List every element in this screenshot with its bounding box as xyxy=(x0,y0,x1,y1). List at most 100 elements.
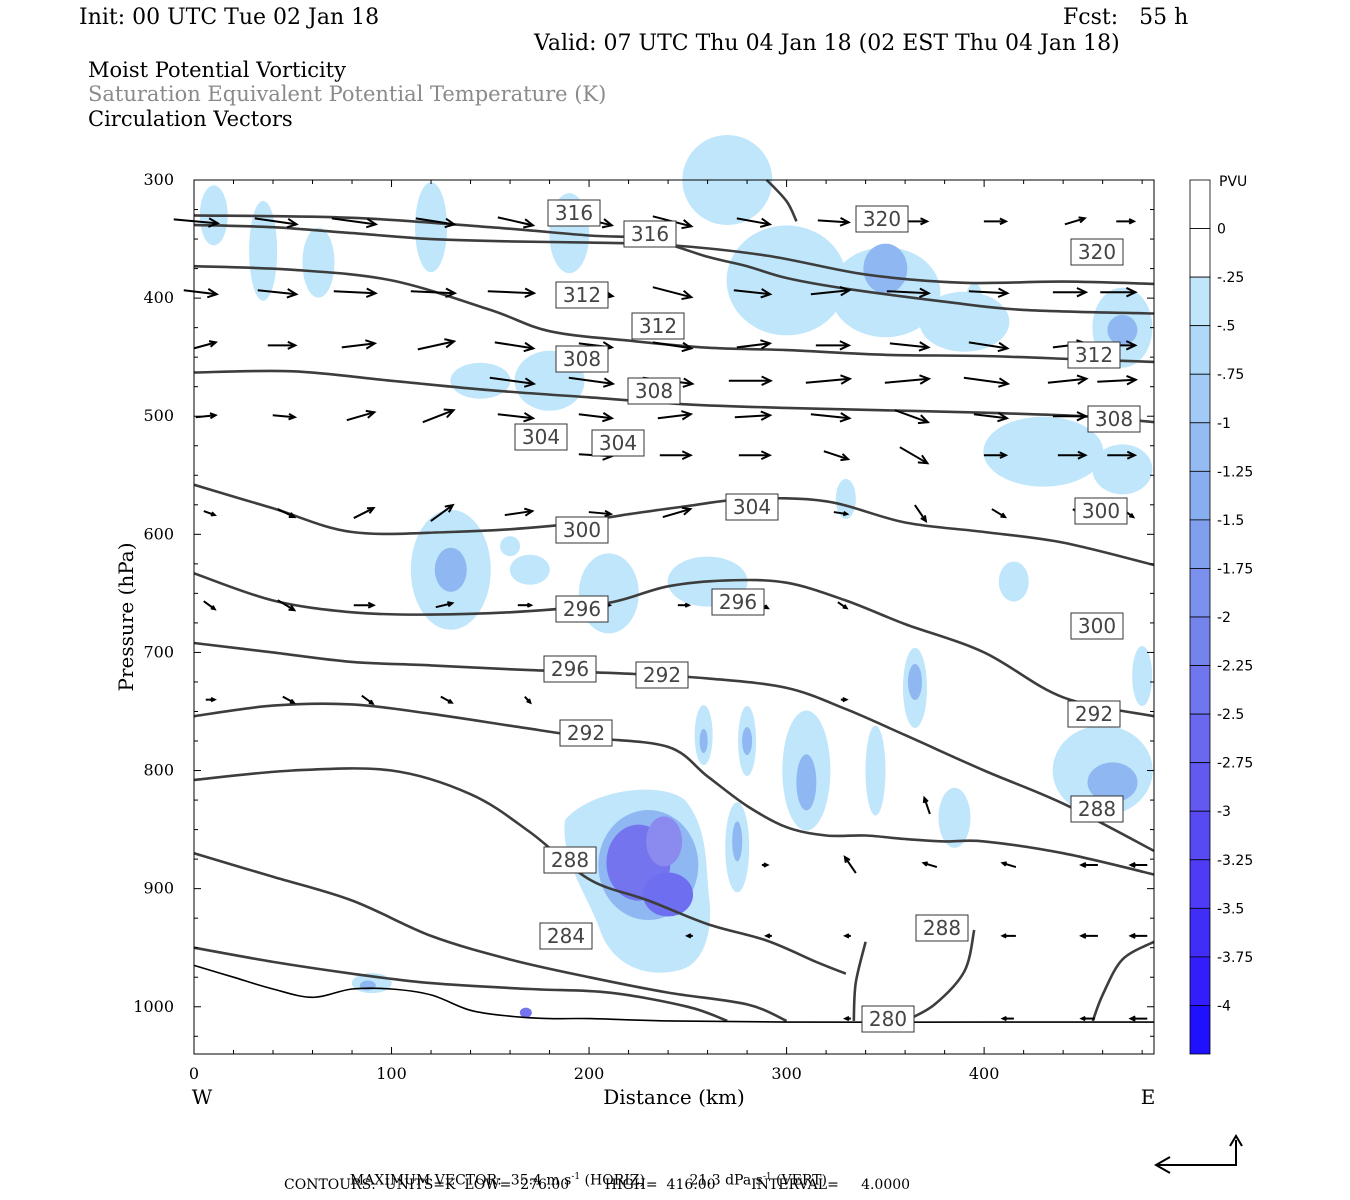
colorbar-unit-label: PVU xyxy=(1219,174,1247,190)
circulation-vector xyxy=(1097,375,1139,386)
x-axis-title: Distance (km) xyxy=(603,1085,745,1109)
colorbar-swatch xyxy=(1189,713,1211,764)
field-title-theta-es: Saturation Equivalent Potential Temperat… xyxy=(88,82,607,106)
pv-shading-cell xyxy=(509,554,550,585)
circulation-vector xyxy=(417,338,457,351)
circulation-vector xyxy=(254,217,299,229)
colorbar-label: -1 xyxy=(1217,416,1231,432)
pv-shading-cell xyxy=(835,478,856,519)
circulation-vector xyxy=(968,341,1010,353)
circulation-vector xyxy=(1100,287,1138,298)
colorbar-swatch xyxy=(1189,665,1211,715)
contour-label: 304 xyxy=(591,429,645,457)
x-tick-label: 300 xyxy=(771,1064,802,1083)
pv-shading-cell xyxy=(732,821,743,862)
svg-text:288: 288 xyxy=(923,916,961,940)
circulation-vector xyxy=(921,861,938,868)
circulation-vector xyxy=(684,933,693,939)
circulation-vector xyxy=(736,339,773,350)
pv-shading-cell xyxy=(983,416,1104,487)
pv-shading-cell xyxy=(907,663,922,700)
circulation-vector xyxy=(817,216,851,227)
circulation-vector xyxy=(659,450,693,461)
x-tick-label: 0 xyxy=(189,1064,199,1083)
contour-label: 296 xyxy=(711,588,765,616)
x-end-label-west: W xyxy=(192,1085,213,1109)
theta-contour-300 xyxy=(193,572,1155,718)
circulation-vector-layer xyxy=(173,215,1148,1022)
y-tick-label: 400 xyxy=(143,288,174,307)
svg-text:304: 304 xyxy=(522,425,560,449)
contour-label: 288 xyxy=(543,846,597,874)
svg-text:312: 312 xyxy=(1075,343,1113,367)
svg-text:296: 296 xyxy=(563,597,601,621)
circulation-vector xyxy=(963,376,1011,388)
theta-contour-316 xyxy=(193,214,1155,315)
field-title-pv: Moist Potential Vorticity xyxy=(88,58,346,82)
theta-contour-304 xyxy=(193,483,1155,567)
circulation-vector xyxy=(652,286,694,301)
pv-shading-cell xyxy=(302,227,335,298)
pv-shading-cell xyxy=(434,547,467,592)
colorbar-swatch xyxy=(1189,228,1211,278)
colorbar-swatch xyxy=(1189,956,1211,1006)
svg-text:320: 320 xyxy=(863,207,901,231)
pv-shading-cell xyxy=(646,816,683,867)
circulation-vector xyxy=(823,450,851,462)
contour-label: 304 xyxy=(514,423,568,451)
circulation-vector xyxy=(272,412,298,421)
theta-contour-288 xyxy=(193,767,847,975)
circulation-vector xyxy=(1128,862,1148,869)
contour-label: 292 xyxy=(1067,700,1121,728)
circulation-vector xyxy=(884,374,932,385)
pv-shading-cell xyxy=(998,561,1029,602)
circulation-vector xyxy=(435,601,455,609)
contour-info-note: CONTOURS: UNITS=K LOW= 276.00 HIGH= 416.… xyxy=(284,1177,911,1193)
circulation-vector xyxy=(504,507,535,517)
pv-colorbar: 0 -.25 -.5 -.75 -1 -1.25 -1.5 -1.75 -2 -2.25 -2.5 -… xyxy=(1189,179,1253,1055)
circulation-vector xyxy=(1079,1015,1095,1022)
colorbar-label: -4 xyxy=(1217,998,1231,1014)
circulation-vector xyxy=(517,602,534,608)
circulation-vector xyxy=(843,1015,851,1022)
svg-text:292: 292 xyxy=(567,721,605,745)
contour-label: 296 xyxy=(555,595,609,623)
svg-text:308: 308 xyxy=(635,379,673,403)
colorbar-swatch xyxy=(1189,1005,1211,1055)
circulation-vector xyxy=(341,339,378,350)
circulation-vector xyxy=(1047,374,1089,385)
circulation-vector xyxy=(353,601,376,609)
circulation-vector xyxy=(810,285,852,297)
theta-contour-280 xyxy=(193,946,728,1023)
contour-label: 304 xyxy=(725,493,779,521)
circulation-vector xyxy=(983,217,1009,226)
y-axis-title: Pressure (hPa) xyxy=(114,543,138,692)
circulation-vector xyxy=(761,862,770,868)
pv-shading-cell xyxy=(643,872,694,917)
circulation-vector xyxy=(353,507,376,519)
colorbar-label: -1.5 xyxy=(1217,513,1244,529)
y-tick-label: 300 xyxy=(143,170,174,189)
y-tick-label: 500 xyxy=(143,406,174,425)
svg-text:296: 296 xyxy=(719,590,757,614)
svg-text:284: 284 xyxy=(547,924,585,948)
pv-shading-cell xyxy=(1107,314,1138,345)
circulation-vector xyxy=(203,510,217,517)
svg-text:288: 288 xyxy=(551,848,589,872)
circulation-vector xyxy=(1000,1015,1014,1022)
colorbar-swatch xyxy=(1189,907,1211,958)
circulation-vector xyxy=(677,602,692,608)
circulation-vector xyxy=(1000,933,1016,939)
circulation-vector xyxy=(524,695,532,705)
colorbar-swatch xyxy=(1189,568,1211,618)
circulation-vector xyxy=(733,288,773,299)
svg-text:308: 308 xyxy=(563,347,601,371)
pv-shading-cell xyxy=(742,727,753,756)
reference-vector-icon xyxy=(1153,1134,1243,1174)
svg-text:292: 292 xyxy=(1075,702,1113,726)
circulation-vector xyxy=(805,374,853,385)
pv-shading-cell xyxy=(796,754,817,811)
circulation-vector xyxy=(415,217,457,229)
y-tick-label: 800 xyxy=(143,761,174,780)
